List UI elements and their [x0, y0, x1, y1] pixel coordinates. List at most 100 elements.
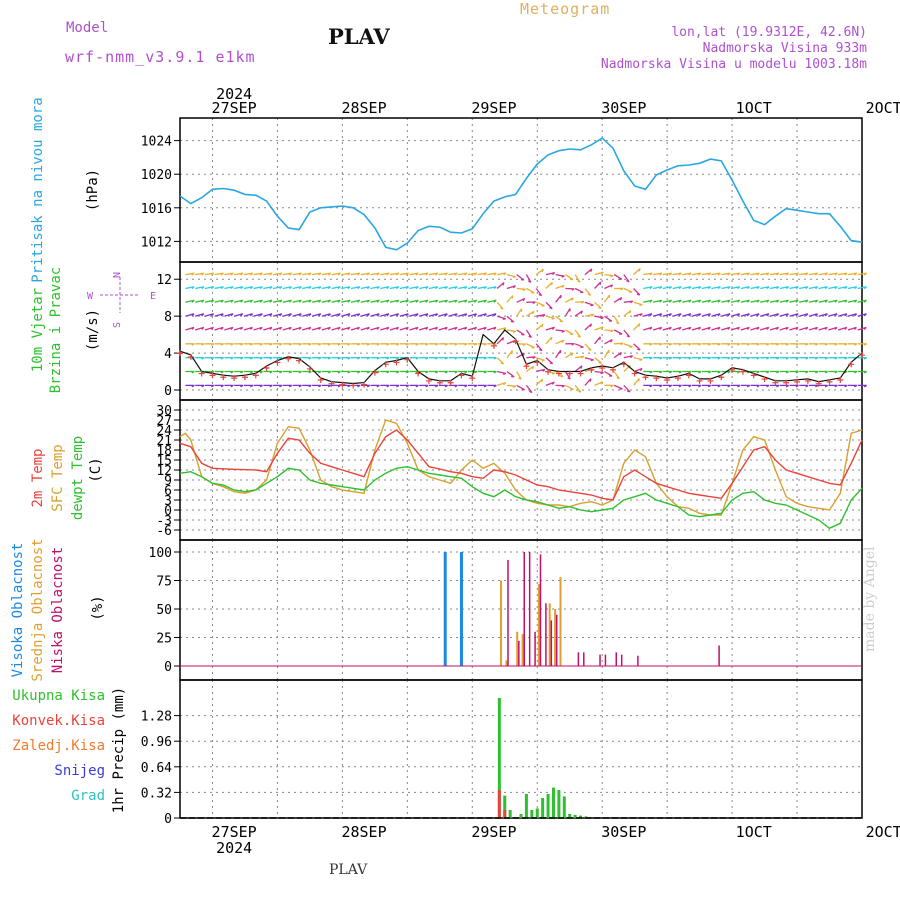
wind-arrow [613, 351, 622, 359]
wind-arrow [847, 313, 858, 317]
wind-arrow [458, 326, 468, 331]
wind-arrow [779, 370, 790, 374]
wind-arrow [692, 357, 702, 360]
wind-arrow [672, 343, 682, 346]
wind-arrow [341, 313, 351, 317]
wind-arrow [380, 313, 390, 317]
wind-arrow [243, 313, 254, 317]
wind-arrow [643, 370, 653, 374]
wind-arrow [360, 357, 371, 360]
wind-arrow [214, 299, 224, 303]
low-cloud-bar [604, 654, 607, 666]
wind-arrow [282, 272, 293, 276]
wind-arrow [535, 323, 544, 331]
wind-arrow [195, 286, 205, 290]
wind-arrow [389, 326, 400, 331]
wind-arrow [292, 370, 302, 374]
wind-arrow [263, 313, 273, 317]
wind-arrow [652, 272, 663, 276]
wind-arrow [341, 299, 351, 303]
wind-arrow [613, 315, 620, 325]
wind-arrow [409, 299, 419, 303]
wind-arrow [604, 284, 614, 290]
wind-arrow [760, 326, 770, 331]
wind-arrow [360, 343, 371, 346]
wind-arrow [691, 313, 702, 317]
wind-arrow [838, 370, 848, 374]
product-title: Meteogram [520, 0, 611, 18]
wind-arrow [809, 370, 819, 374]
wind-arrow [564, 371, 571, 380]
model-name: wrf-nmm_v3.9.1 e1km [65, 48, 256, 66]
wind-arrow [731, 343, 741, 346]
wind-arrow [535, 378, 544, 386]
wind-gust-marker [631, 370, 638, 377]
wind-arrow [506, 329, 517, 334]
wind-arrow [555, 349, 562, 359]
wind-gust-marker [761, 376, 768, 383]
wind-arrow [662, 357, 673, 360]
wind-arrow [195, 299, 205, 303]
wind-gust-marker [296, 357, 303, 364]
mid-cloud-bar [516, 631, 519, 666]
low-cloud-bar [615, 652, 618, 666]
pressure-ytick-label: 1020 [141, 168, 172, 183]
wind-arrow [555, 384, 565, 388]
wind-arrow [809, 357, 819, 360]
total-precip-bar [497, 698, 501, 818]
wind-arrow [419, 299, 429, 303]
wind-arrow [448, 326, 458, 331]
low-cloud-bar [507, 559, 509, 666]
wind-arrow [526, 310, 535, 317]
wind-arrow [458, 313, 468, 317]
wind-arrow [740, 313, 750, 317]
wind-arrow [711, 313, 721, 317]
wind-arrow [506, 384, 517, 388]
wind-arrow [477, 343, 488, 346]
wind-arrow [847, 326, 857, 331]
total-precip-label: Ukupna Kisa [12, 688, 105, 704]
wind-arrow [399, 299, 409, 303]
wind-arrow [760, 286, 770, 290]
wind-arrow [292, 313, 302, 317]
wind-arrow [857, 313, 867, 317]
temperature-ytick-label: -3 [156, 514, 172, 529]
wind-arrow [789, 326, 799, 331]
wind-arrow [409, 272, 419, 276]
clouds-ytick-label: 50 [156, 603, 172, 618]
wind-arrow [584, 288, 592, 296]
wind-arrow [292, 326, 302, 331]
wind-arrow [458, 343, 468, 346]
wind-arrow [214, 357, 224, 360]
wind-arrow [808, 272, 819, 276]
wind-gust-marker [415, 370, 422, 377]
pressure-ytick-label: 1012 [141, 235, 172, 250]
wind-arrow [380, 286, 390, 290]
wind-arrow [760, 384, 770, 388]
wind-arrow [477, 357, 488, 360]
wind-arrow [721, 326, 731, 331]
temp-unit: (C) [88, 457, 104, 482]
wind-arrow [701, 299, 712, 303]
wind-arrow [838, 357, 848, 360]
wind-arrow [614, 342, 624, 346]
bottom-date-label: 2OCT [866, 823, 900, 841]
wind-arrow-field [185, 268, 868, 394]
wind-arrow [691, 299, 702, 303]
wind-arrow [701, 357, 712, 360]
wind-arrow [234, 384, 244, 388]
wind-arrow [799, 384, 809, 388]
wind-arrow [302, 272, 312, 276]
wind-arrow [321, 286, 332, 290]
wind-arrow [370, 357, 380, 360]
wind-arrow [594, 301, 602, 309]
wind-arrow [662, 299, 673, 303]
wind-arrow [506, 370, 515, 378]
wind-arrow [525, 274, 532, 283]
wind-speed-line [179, 329, 863, 385]
wind-arrow [195, 357, 205, 360]
wind-gust-marker [837, 377, 844, 383]
wind-arrow [292, 384, 302, 388]
wind-arrow [429, 384, 439, 388]
wind-arrow [506, 295, 514, 303]
